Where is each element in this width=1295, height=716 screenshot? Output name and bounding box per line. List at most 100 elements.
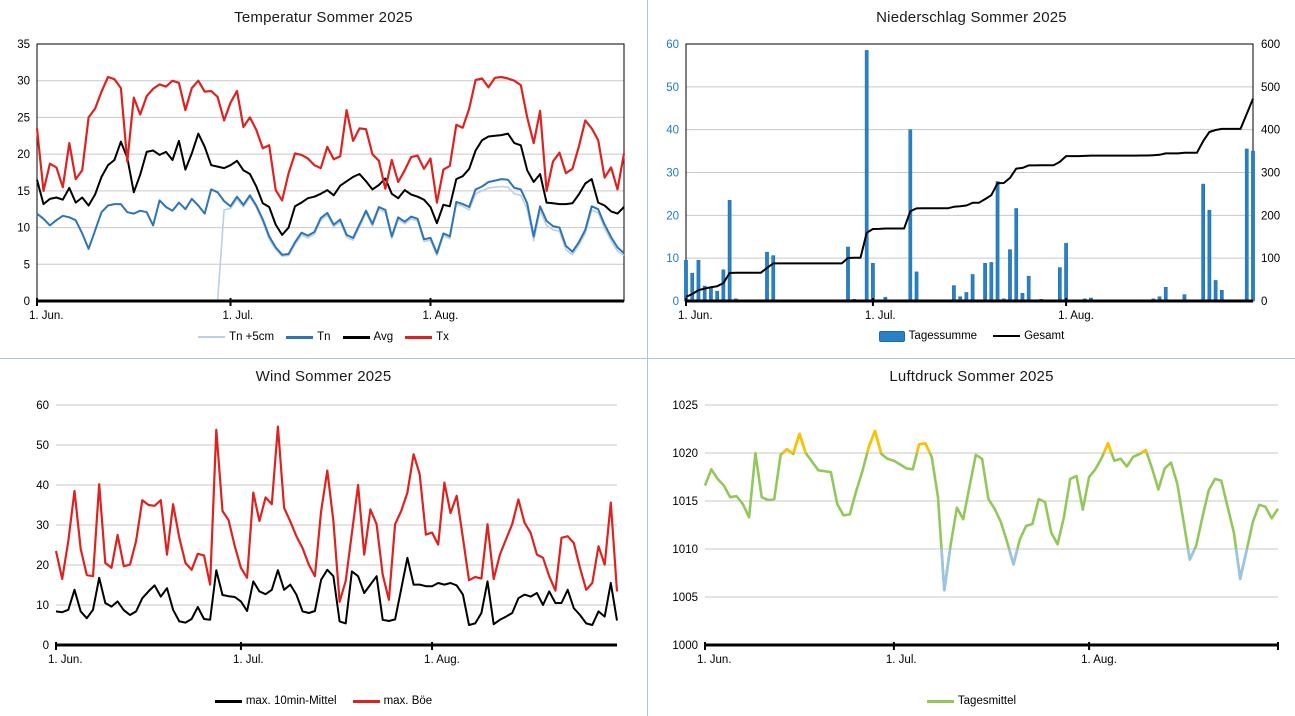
legend-item: Tn +5cm <box>198 331 274 343</box>
precip-bar <box>983 263 987 302</box>
legend-line-swatch-icon <box>342 335 370 339</box>
y-axis-tick-label: 30 <box>17 76 30 88</box>
y-axis-tick-label: 10 <box>666 253 679 265</box>
temperature-title: Temperatur Sommer 2025 <box>234 9 413 26</box>
precip-bar <box>846 246 850 302</box>
legend-label: Gesamt <box>1024 330 1065 342</box>
y-axis-tick-label: 10 <box>17 223 30 235</box>
x-axis-tick-label: 1. Jul. <box>886 654 917 666</box>
legend-item: Tn <box>286 331 331 343</box>
y-axis-tick-label: 50 <box>36 440 49 452</box>
y-axis-right-tick-label: 400 <box>1261 125 1280 137</box>
legend-label: Avg <box>373 331 394 343</box>
precipitation-legend: Tagessumme Gesamt <box>648 330 1295 342</box>
y-axis-tick-label: 30 <box>666 168 679 180</box>
precip-bar <box>727 200 732 302</box>
pressure-line <box>703 429 1280 592</box>
y-axis-tick-label: 1010 <box>672 544 698 556</box>
precip-bar <box>721 269 726 302</box>
legend-label: Tn +5cm <box>229 331 275 343</box>
wind-title: Wind Sommer 2025 <box>255 368 392 385</box>
legend-label: max. 10min-Mittel <box>245 695 337 707</box>
precip-bar <box>1201 183 1206 302</box>
x-axis-tick-label: 1. Jul. <box>223 310 254 322</box>
wind-plot: 0 10 20 30 40 50 60 1. Jun. 1. Jul. 1. Aug. <box>36 400 619 666</box>
precip-bar <box>684 260 688 302</box>
x-axis-tick-label: 1. Jun. <box>678 310 713 322</box>
legend-label: Tagessumme <box>908 330 978 342</box>
tx-line <box>35 75 626 204</box>
pressure-line-low <box>940 549 1249 592</box>
precip-bar <box>1213 280 1218 302</box>
pressure-line-high <box>754 429 1149 453</box>
legend-line-swatch-icon <box>214 699 242 703</box>
x-axis-tick-label: 1. Aug. <box>422 310 458 322</box>
y-axis-tick-label: 1000 <box>672 640 698 652</box>
precip-bar <box>1014 208 1019 302</box>
precip-bar <box>1251 150 1255 302</box>
gesamt-line <box>685 98 1254 298</box>
avg-line <box>36 132 625 236</box>
y-axis-tick-label: 1015 <box>672 496 698 508</box>
y-axis-right-tick-label: 100 <box>1261 253 1280 265</box>
wind-panel: 0 10 20 30 40 50 60 1. Jun. 1. Jul. 1. Aug. Wind … <box>0 359 647 716</box>
legend-item: max. 10min-Mittel <box>214 695 337 707</box>
x-axis-tick-label: 1. Jun. <box>697 654 732 666</box>
temperature-panel: 0 5 10 15 20 25 30 35 1. Jun. 1. Jul. 1. Aug. Temp… <box>0 0 647 358</box>
precip-bar <box>871 263 875 302</box>
y-axis-tick-label: 20 <box>36 560 49 572</box>
tn-5cm-line <box>37 185 625 302</box>
precip-bar <box>989 262 994 302</box>
tn-line <box>36 178 625 256</box>
y-axis-tick-label: 50 <box>666 82 679 94</box>
legend-line-swatch-icon <box>405 335 433 339</box>
temperature-plot: 0 5 10 15 20 25 30 35 1. Jun. 1. Jul. 1. Aug. <box>17 39 626 322</box>
y-axis-tick-label: 20 <box>17 149 30 161</box>
pressure-title: Luftdruck Sommer 2025 <box>889 368 1054 385</box>
legend-item: max. Böe <box>352 695 432 707</box>
legend-line-swatch-icon <box>286 335 314 339</box>
precip-bar <box>696 260 701 302</box>
precip-bar <box>970 274 975 302</box>
precip-bar <box>709 287 713 302</box>
y-axis-right-tick-label: 200 <box>1261 210 1280 222</box>
precip-bar <box>995 181 1000 302</box>
y-axis-tick-label: 20 <box>666 210 679 222</box>
legend-item: Tagesmittel <box>926 695 1017 707</box>
pressure-plot: 1000 1005 1010 1015 1020 1025 1. Jun. 1. Jul. 1.… <box>672 400 1280 666</box>
y-axis-tick-label: 40 <box>666 125 679 137</box>
y-axis-tick-label: 60 <box>666 39 679 51</box>
precip-bar <box>1064 242 1068 302</box>
x-axis-tick-label: 1. Jun. <box>48 654 83 666</box>
precip-bar <box>765 251 769 302</box>
legend-label: Tn <box>317 331 331 343</box>
legend-bar-swatch-icon <box>878 330 905 342</box>
y-axis-right-tick-label: 600 <box>1261 39 1280 51</box>
y-axis-tick-label: 30 <box>36 520 49 532</box>
precip-bar <box>1026 275 1031 302</box>
y-axis-tick-label: 0 <box>24 296 30 308</box>
y-axis-tick-label: 10 <box>36 600 49 612</box>
legend-label: Tagesmittel <box>957 695 1017 707</box>
precip-bar <box>1219 290 1224 302</box>
y-axis-tick-label: 1020 <box>672 448 698 460</box>
legend-line-swatch-icon <box>926 699 954 703</box>
temperature-legend: Tn +5cm Tn Avg Tx <box>0 331 647 343</box>
legend-item: Avg <box>342 331 394 343</box>
legend-line-swatch-icon <box>198 336 226 338</box>
pressure-panel: 1000 1005 1010 1015 1020 1025 1. Jun. 1. Jul. 1.… <box>648 359 1295 716</box>
y-axis-tick-label: 15 <box>17 186 30 198</box>
x-axis-tick-label: 1. Jul. <box>233 654 264 666</box>
legend-line-swatch-icon <box>352 699 380 703</box>
precipitation-title: Niederschlag Sommer 2025 <box>876 9 1067 26</box>
y-axis-tick-label: 35 <box>17 39 30 51</box>
legend-item: Gesamt <box>993 330 1064 342</box>
precip-bar <box>1244 148 1249 302</box>
y-axis-tick-label: 0 <box>43 640 49 652</box>
legend-line-swatch-icon <box>993 335 1021 337</box>
pressure-legend: Tagesmittel <box>648 695 1295 707</box>
plot-border <box>36 43 625 302</box>
precip-bar <box>914 271 919 302</box>
y-axis-tick-label: 40 <box>36 480 49 492</box>
